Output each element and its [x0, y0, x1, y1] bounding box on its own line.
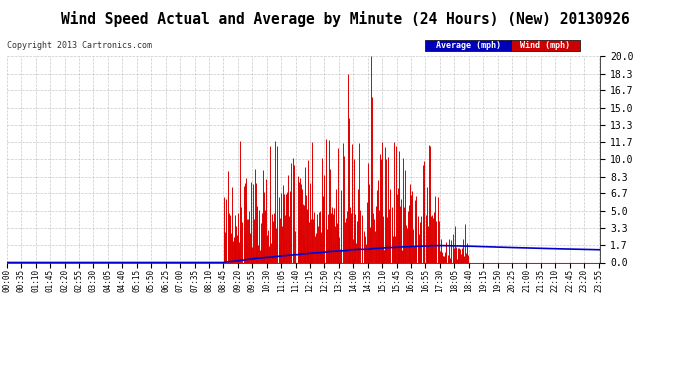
Text: Wind Speed Actual and Average by Minute (24 Hours) (New) 20130926: Wind Speed Actual and Average by Minute … — [61, 11, 629, 27]
FancyBboxPatch shape — [511, 40, 580, 51]
FancyBboxPatch shape — [425, 40, 511, 51]
Text: Copyright 2013 Cartronics.com: Copyright 2013 Cartronics.com — [7, 41, 152, 50]
Text: Average (mph): Average (mph) — [436, 41, 501, 50]
Text: Wind (mph): Wind (mph) — [520, 41, 571, 50]
